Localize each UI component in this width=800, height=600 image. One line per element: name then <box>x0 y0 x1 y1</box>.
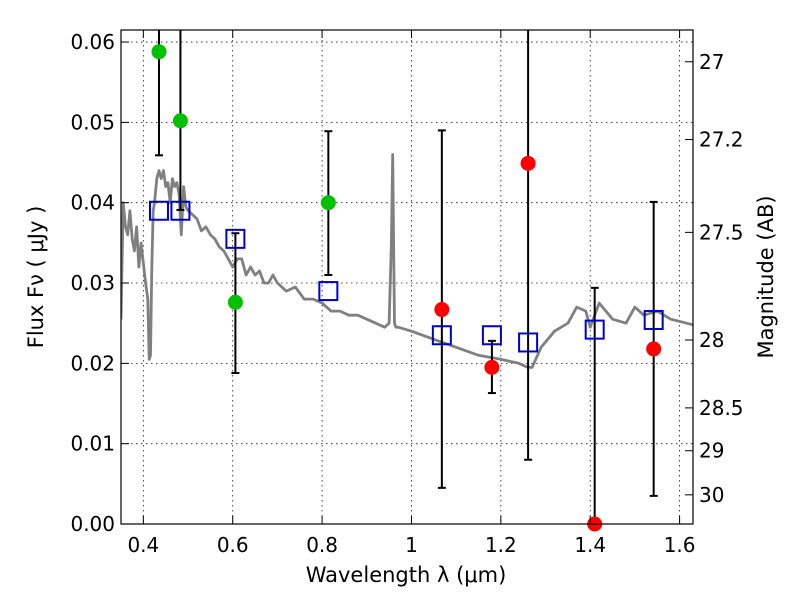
observed-point <box>484 359 500 375</box>
y2-tick-label: 27 <box>699 50 724 74</box>
y-tick-label: 0.04 <box>70 191 115 215</box>
model-photometry-square <box>518 332 539 353</box>
model-photometry-square <box>148 200 169 221</box>
y2-tick-label: 28 <box>699 328 724 352</box>
y-tick-label: 0.05 <box>70 110 115 134</box>
y-tick-label: 0.00 <box>70 512 115 536</box>
axes-frame <box>120 29 694 525</box>
model-photometry-square <box>431 325 452 346</box>
errorbar-layer <box>154 30 658 524</box>
observed-point <box>434 302 450 318</box>
y2-axis-title: Magnitude (AB) <box>754 195 778 358</box>
y-tick-label: 0.01 <box>70 432 115 456</box>
observed-point <box>646 341 662 357</box>
model-sed-layer <box>121 153 693 369</box>
y-tick-label: 0.02 <box>70 351 115 375</box>
x-tick-label: 1.2 <box>485 533 517 557</box>
x-tick-label: 0.4 <box>127 533 159 557</box>
model-photometry-square <box>481 325 502 346</box>
model-photometry-square <box>225 228 246 249</box>
model-photometry-square <box>318 281 339 302</box>
observed-point <box>172 113 188 129</box>
observed-point <box>227 294 243 310</box>
y-axis-title: Flux Fν ( μJy ) <box>24 206 48 349</box>
plot-frame <box>120 29 694 525</box>
model-photometry-square <box>584 319 605 340</box>
observed-point <box>320 195 336 211</box>
y2-tick-label: 28.5 <box>699 396 744 420</box>
model-photometry-square <box>170 200 191 221</box>
grid <box>121 30 693 525</box>
x-tick-label: 1.6 <box>664 533 696 557</box>
x-axis-title: Wavelength λ (μm) <box>306 563 507 587</box>
x-tick-label: 1.4 <box>574 533 606 557</box>
observed-point <box>520 155 536 171</box>
y2-tick-label: 27.5 <box>699 220 744 244</box>
y-tick-label: 0.06 <box>70 30 115 54</box>
y-tick-label: 0.03 <box>70 271 115 295</box>
y2-tick-label: 29 <box>699 439 724 463</box>
tick-layer: 0.4 0.6 0.8 1 1.2 1.4 1.6 0.00 0.01 0.02 0.03 0.04 0… <box>70 30 744 557</box>
x-tick-label: 0.8 <box>306 533 338 557</box>
model-photometry-square <box>643 309 664 330</box>
points-layer <box>148 44 664 532</box>
model-sed-line <box>121 153 693 369</box>
observed-point <box>151 44 167 60</box>
y2-tick-label: 30 <box>699 483 724 507</box>
x-tick-label: 1 <box>405 533 418 557</box>
x-tick-label: 0.6 <box>217 533 249 557</box>
y2-tick-label: 27.2 <box>699 128 744 152</box>
